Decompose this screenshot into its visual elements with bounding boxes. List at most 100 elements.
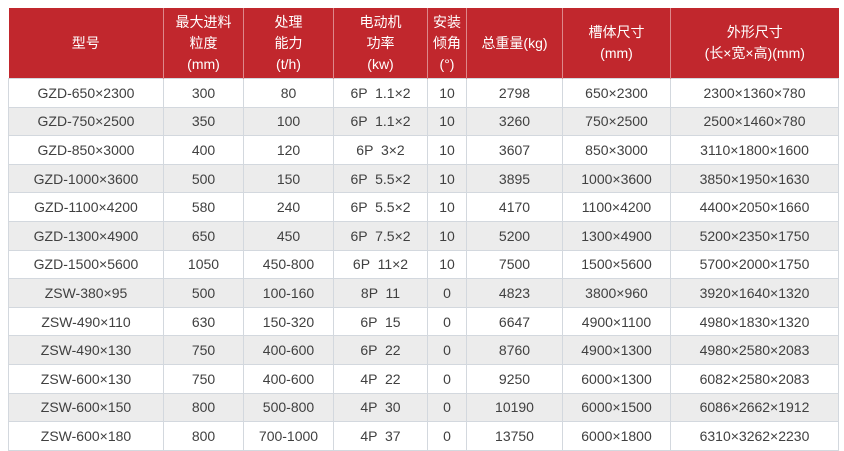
table-cell: 6000×1800 <box>562 421 671 451</box>
table-row: ZSW-380×95 500 100-160 8P 11 0 4823 3800×960 39… <box>8 278 839 308</box>
table-cell: 0 <box>427 363 467 394</box>
table-cell: GZD-1000×3600 <box>8 163 164 194</box>
table-cell: ZSW-380×95 <box>8 278 164 308</box>
table-cell: 4170 <box>466 192 563 222</box>
table-cell: 6647 <box>466 306 563 337</box>
table-cell: 1100×4200 <box>562 192 671 222</box>
table-cell: 400 <box>163 135 244 165</box>
table-row: ZSW-600×130 750 400-600 4P 22 0 9250 6000×1300… <box>8 363 839 394</box>
table-cell: 3110×1800×1600 <box>670 135 839 165</box>
table-cell: 5200×2350×1750 <box>670 220 839 251</box>
table-cell: 7500 <box>466 249 563 280</box>
table-cell: 150 <box>243 163 334 194</box>
header-row: 型号 最大进料 粒度 (mm) 处理 能力 (t/h) 电动机 功率 (kw) 安装 倾角 (°) 总重量… <box>8 8 839 79</box>
table-cell: 150-320 <box>243 306 334 337</box>
table-cell: 2300×1360×780 <box>670 78 839 108</box>
table-cell: 650 <box>163 220 244 251</box>
column-header-line: 功率 <box>366 34 395 51</box>
table-row: ZSW-600×150 800 500-800 4P 30 0 10190 6000×150… <box>8 392 839 423</box>
table-cell: 13750 <box>466 421 563 451</box>
table-cell: 500-800 <box>243 392 334 423</box>
column-header-line: (mm) <box>600 45 633 61</box>
column-header-total-weight: 总重量(kg) <box>466 8 563 79</box>
table-cell: 1000×3600 <box>562 163 671 194</box>
column-header-max-feed-size: 最大进料 粒度 (mm) <box>163 8 244 79</box>
table-cell: 5200 <box>466 220 563 251</box>
table-cell: GZD-650×2300 <box>8 78 164 108</box>
table-cell: 1300×4900 <box>562 220 671 251</box>
table-cell: ZSW-600×180 <box>8 421 164 451</box>
table-cell: 6P 1.1×2 <box>333 106 428 137</box>
table-cell: 6P 11×2 <box>333 249 428 280</box>
table-cell: ZSW-490×110 <box>8 306 164 337</box>
table-cell: 6P 15 <box>333 306 428 337</box>
table-cell: 3607 <box>466 135 563 165</box>
table-cell: 750×2500 <box>562 106 671 137</box>
table-row: GZD-1000×3600 500 150 6P 5.5×2 10 3895 1000×36… <box>8 163 839 194</box>
table-cell: 750 <box>163 363 244 394</box>
table-cell: 3260 <box>466 106 563 137</box>
table-cell: ZSW-490×130 <box>8 335 164 365</box>
column-header-line: 总重量(kg) <box>481 34 548 51</box>
column-header-line: 能力 <box>274 34 303 51</box>
table-cell: GZD-1300×4900 <box>8 220 164 251</box>
table-cell: 10 <box>427 220 467 251</box>
product-spec-table: 型号 最大进料 粒度 (mm) 处理 能力 (t/h) 电动机 功率 (kw) 安装 倾角 (°) 总重量… <box>8 8 839 451</box>
column-header-line: 槽体尺寸 <box>588 24 645 40</box>
table-cell: 6P 5.5×2 <box>333 192 428 222</box>
table-cell: 300 <box>163 78 244 108</box>
table-cell: 4400×2050×1660 <box>670 192 839 222</box>
table-cell: 8760 <box>466 335 563 365</box>
table-cell: 6P 7.5×2 <box>333 220 428 251</box>
table-cell: 6000×1300 <box>562 363 671 394</box>
table-cell: 4P 30 <box>333 392 428 423</box>
table-row: GZD-750×2500 350 100 6P 1.1×2 10 3260 750×2500… <box>8 106 839 137</box>
table-cell: 0 <box>427 278 467 308</box>
table-header: 型号 最大进料 粒度 (mm) 处理 能力 (t/h) 电动机 功率 (kw) 安装 倾角 (°) 总重量… <box>8 8 839 79</box>
table-cell: 450-800 <box>243 249 334 280</box>
table-cell: 0 <box>427 421 467 451</box>
table-cell: 120 <box>243 135 334 165</box>
table-row: GZD-850×3000 400 120 6P 3×2 10 3607 850×3000 31… <box>8 135 839 165</box>
table-cell: 4900×1300 <box>562 335 671 365</box>
table-cell: 10 <box>427 106 467 137</box>
column-header-line: 型号 <box>71 34 100 51</box>
table-cell: 80 <box>243 78 334 108</box>
table-cell: 100-160 <box>243 278 334 308</box>
table-cell: 10 <box>427 135 467 165</box>
table-cell: 500 <box>163 278 244 308</box>
column-header-trough-size: 槽体尺寸 (mm) <box>562 8 671 79</box>
table-cell: 240 <box>243 192 334 222</box>
table-body: GZD-650×2300 300 80 6P 1.1×2 10 2798 650×2300 2… <box>8 78 839 451</box>
column-header-line: (°) <box>439 55 455 72</box>
table-cell: 6000×1500 <box>562 392 671 423</box>
table-cell: 10 <box>427 163 467 194</box>
table-cell: GZD-1500×5600 <box>8 249 164 280</box>
table-cell: ZSW-600×150 <box>8 392 164 423</box>
table-cell: 3920×1640×1320 <box>670 278 839 308</box>
table-row: GZD-650×2300 300 80 6P 1.1×2 10 2798 650×2300 2… <box>8 78 839 108</box>
column-header-model: 型号 <box>8 8 164 79</box>
table-cell: 400-600 <box>243 363 334 394</box>
column-header-line: (长×宽×高)(mm) <box>704 45 805 61</box>
table-cell: 2500×1460×780 <box>670 106 839 137</box>
table-cell: 1500×5600 <box>562 249 671 280</box>
table-cell: 6086×2662×1912 <box>670 392 839 423</box>
table-cell: 750 <box>163 335 244 365</box>
table-cell: GZD-850×3000 <box>8 135 164 165</box>
table-cell: 9250 <box>466 363 563 394</box>
table-cell: 8P 11 <box>333 278 428 308</box>
table-cell: 2798 <box>466 78 563 108</box>
table-cell: 5700×2000×1750 <box>670 249 839 280</box>
table-cell: 630 <box>163 306 244 337</box>
table-cell: 3895 <box>466 163 563 194</box>
table-cell: 450 <box>243 220 334 251</box>
table-cell: 6P 22 <box>333 335 428 365</box>
table-cell: 4980×2580×2083 <box>670 335 839 365</box>
table-cell: 10190 <box>466 392 563 423</box>
table-cell: 4980×1830×1320 <box>670 306 839 337</box>
column-header-line: 粒度 <box>189 34 218 51</box>
table-cell: 800 <box>163 392 244 423</box>
column-header-line: 电动机 <box>359 13 402 30</box>
table-cell: 3800×960 <box>562 278 671 308</box>
